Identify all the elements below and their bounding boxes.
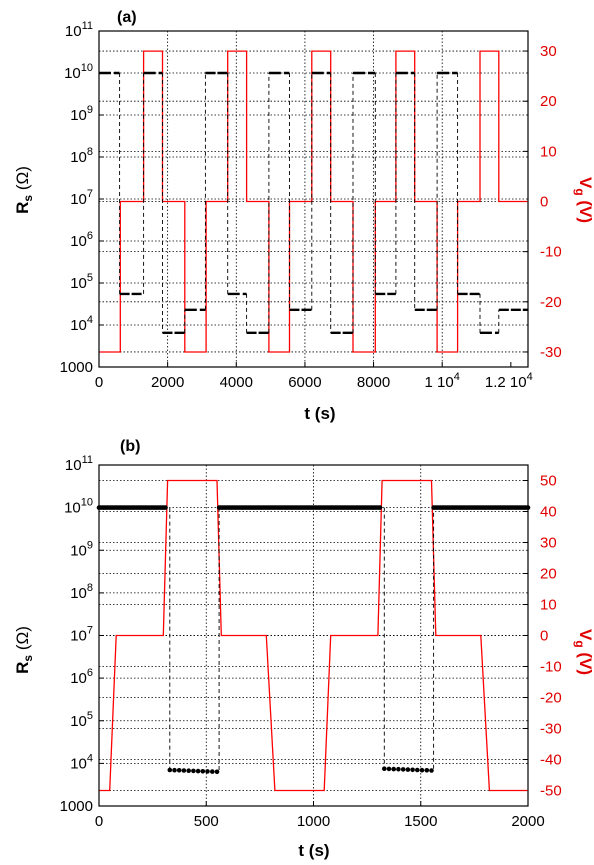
y2-tick-label: -20 bbox=[540, 690, 562, 707]
rs-point bbox=[391, 766, 397, 772]
rs-point bbox=[176, 768, 182, 773]
rs-point bbox=[396, 766, 401, 772]
chart-title: (b) bbox=[120, 438, 140, 455]
y-tick-label: 104 bbox=[70, 752, 93, 772]
rs-point bbox=[400, 767, 406, 772]
y-tick-label: 106 bbox=[70, 230, 93, 250]
svg-text:Rs (Ω): Rs (Ω) bbox=[13, 626, 35, 674]
rs-point bbox=[195, 768, 201, 774]
x-axis-label: t (s) bbox=[298, 841, 329, 860]
rs-point bbox=[405, 767, 411, 772]
chart-title: (a) bbox=[117, 9, 137, 26]
x-tick-label: 0 bbox=[95, 813, 103, 830]
y-tick-label: 106 bbox=[70, 667, 93, 687]
y2-tick-label: 0 bbox=[540, 194, 548, 211]
x-tick-label: 2000 bbox=[511, 813, 544, 830]
plot-frame bbox=[98, 30, 529, 368]
y-axis-label-left: Rs (Ω) bbox=[13, 626, 35, 674]
y-tick-label: 1011 bbox=[65, 20, 93, 40]
rs-point bbox=[214, 769, 220, 775]
rs-point bbox=[210, 769, 215, 774]
x-tick-label: 6000 bbox=[288, 374, 321, 391]
y-tick-label: 1010 bbox=[64, 62, 93, 82]
y-tick-label: 104 bbox=[70, 314, 93, 334]
svg-text:Vg (V): Vg (V) bbox=[573, 177, 594, 223]
x-tick-label: 4000 bbox=[220, 374, 253, 391]
y2-tick-label: -40 bbox=[540, 752, 562, 769]
y-tick-label: 105 bbox=[70, 710, 93, 730]
y2-tick-label: 30 bbox=[540, 535, 557, 552]
y-tick-label: 108 bbox=[70, 582, 93, 602]
y2-tick-label: -10 bbox=[540, 659, 562, 676]
rs-point bbox=[181, 768, 187, 773]
x-tick-label: 500 bbox=[194, 813, 219, 830]
rs-point bbox=[205, 769, 210, 774]
y-tick-label: 1010 bbox=[64, 497, 93, 517]
x-tick-label: 0 bbox=[95, 374, 103, 391]
y2-tick-label: 10 bbox=[540, 143, 557, 160]
y2-tick-label: -10 bbox=[540, 244, 562, 261]
rs-point bbox=[200, 769, 206, 774]
y2-tick-label: 40 bbox=[540, 504, 557, 521]
y2-tick-label: 20 bbox=[540, 566, 557, 583]
svg-text:Rs (Ω): Rs (Ω) bbox=[13, 166, 35, 214]
chart-panel-a: (a) t (s) 0 2000 4000 6000 8000 1 104 1.2 104 1… bbox=[13, 9, 594, 423]
rs-point bbox=[386, 766, 392, 772]
x-tick-label: 2000 bbox=[151, 374, 184, 391]
y2-tick-label: 0 bbox=[540, 628, 548, 645]
y-tick-label: 105 bbox=[70, 272, 93, 292]
y-tick-label: 109 bbox=[70, 539, 93, 559]
plot-frame bbox=[98, 464, 529, 807]
x-tick-label: 1 104 bbox=[425, 371, 460, 391]
x-tick-label: 1.2 104 bbox=[485, 371, 533, 391]
x-tick-label: 1500 bbox=[404, 813, 437, 830]
y-tick-label: 109 bbox=[70, 104, 93, 124]
rs-point bbox=[424, 768, 430, 773]
vg-series-line bbox=[99, 479, 528, 792]
rs-point bbox=[167, 767, 173, 773]
x-tick-label: 1000 bbox=[297, 813, 330, 830]
y2-tick-label: 30 bbox=[540, 43, 557, 60]
rs-point bbox=[172, 767, 177, 773]
y2-tick-label: 50 bbox=[540, 473, 557, 490]
y-tick-label: 1000 bbox=[60, 798, 93, 815]
rs-point bbox=[186, 768, 191, 773]
y2-tick-label: -20 bbox=[540, 294, 562, 311]
y-tick-label: 1011 bbox=[65, 454, 93, 474]
y2-tick-label: -30 bbox=[540, 721, 562, 738]
rs-point bbox=[419, 767, 425, 773]
chart-panel-b: (b) t (s) 0 500 1000 1500 200010001041051061… bbox=[13, 438, 594, 860]
rs-point bbox=[377, 505, 383, 510]
rs-series-connector bbox=[169, 507, 435, 770]
y-tick-label: 107 bbox=[70, 625, 93, 645]
x-axis-label: t (s) bbox=[304, 404, 335, 423]
y-axis-label-right: Vg (V) bbox=[573, 177, 594, 223]
y-tick-label: 108 bbox=[70, 146, 93, 166]
y2-tick-label: 10 bbox=[540, 597, 557, 614]
y-axis-label-right: Vg (V) bbox=[573, 629, 594, 675]
rs-point bbox=[163, 505, 168, 510]
rs-point bbox=[191, 768, 196, 774]
rs-point bbox=[415, 767, 420, 773]
rs-series-connector bbox=[98, 73, 500, 333]
y-tick-label: 1000 bbox=[60, 359, 93, 376]
rs-point bbox=[429, 768, 434, 773]
y2-tick-label: -50 bbox=[540, 783, 562, 800]
y-tick-label: 107 bbox=[70, 188, 93, 208]
rs-point bbox=[410, 767, 415, 773]
y2-tick-label: 20 bbox=[540, 93, 557, 110]
y2-tick-label: -30 bbox=[540, 344, 562, 361]
y-axis-label-left: Rs (Ω) bbox=[13, 166, 35, 214]
svg-text:Vg (V): Vg (V) bbox=[573, 629, 594, 675]
x-tick-label: 8000 bbox=[357, 374, 390, 391]
